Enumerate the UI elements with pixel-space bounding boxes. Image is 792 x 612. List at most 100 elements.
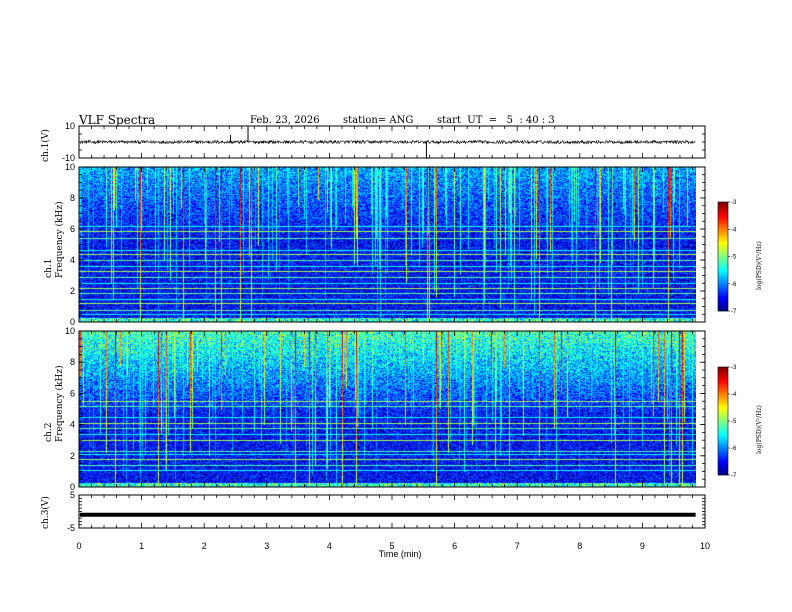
colorbar-cell [718,219,728,221]
colorbar-cell [718,306,728,308]
colorbar-cell [718,454,728,456]
date-label: Feb. 23, 2026 [250,115,320,126]
colorbar-cell [718,410,728,412]
colorbar-cell [718,232,728,234]
colorbar-ch2: -3 -4 -5 -6 -7 [717,365,737,479]
x-axis-label: Time (min) [379,549,422,559]
colorbar-cell [718,427,728,429]
x-tick-label: 8 [577,541,582,551]
colorbar-cell [718,247,728,249]
colorbar-cell [718,375,728,377]
colorbar-cell [718,204,728,206]
colorbar-cell [718,412,728,414]
colorbar-cell [718,473,728,475]
colorbar-cell [718,300,728,302]
colorbar-cell [718,418,728,420]
colorbar-cell [718,450,728,452]
colorbar-cell [718,291,728,293]
ch2-spectrogram-ytick-label: 2 [70,451,75,461]
colorbar-cell [718,280,728,282]
colorbar-cell [718,256,728,258]
colorbar-cell [718,449,728,451]
start-time-label: start UT = 5 : 40 : 3 [437,115,555,126]
colorbar-cell [718,302,728,304]
colorbar-cell [718,472,728,474]
colorbar-cell [718,374,728,376]
colorbar-cell [718,254,728,256]
colorbar-cell [718,234,728,236]
ch3-waveform-ylabel: ch.3(V) [41,496,51,529]
ch1-spectrogram-ytick-label: 6 [70,224,75,234]
colorbar-cell [718,396,728,398]
colorbar-cell [718,461,728,463]
colorbar-cell [718,224,728,226]
colorbar-cell [718,367,728,369]
colorbar-cell [718,467,728,469]
colorbar-cell [718,434,728,436]
colorbar-tick-label: -3 [731,365,737,371]
ch1-waveform-ytick-label: 10 [65,121,75,131]
colorbar-cell [718,372,728,374]
colorbar-cell [718,292,728,294]
colorbar-cell [718,453,728,455]
colorbar-cell [718,298,728,300]
colorbar-cell [718,420,728,422]
colorbar-cell [718,208,728,210]
ch1-spectrogram-ylabel: ch.1 Frequency (kHz) [44,201,65,278]
ch1-spectrogram-ytick-label: 0 [70,317,75,327]
colorbar-cell [718,384,728,386]
ch2-spectrogram-ytick-label: 10 [65,326,75,336]
colorbar-cell [718,426,728,428]
x-tick-label: 2 [202,541,207,551]
colorbar-cell [718,464,728,466]
station-label: station= ANG [343,115,414,126]
colorbar-cell [718,445,728,447]
colorbar-cell [718,281,728,283]
colorbar-cell [718,409,728,411]
colorbar-tick-label: -7 [731,473,737,479]
colorbar-ch1: -3 -4 -5 -6 -7 [717,200,737,315]
colorbar-tick-label: -6 [731,446,737,452]
colorbar-cell [718,378,728,380]
ch1-waveform-ytick-label: -10 [62,153,75,163]
colorbar-cell [718,229,728,231]
colorbar-cell [718,460,728,462]
colorbar-cell [718,451,728,453]
colorbar-cell [718,379,728,381]
colorbar-cell [718,252,728,254]
colorbar-cell [718,246,728,248]
colorbar-cell [718,217,728,219]
colorbar-cell [718,428,728,430]
colorbar-tick-label: -7 [731,309,737,315]
colorbar-cell [718,277,728,279]
colorbar-cell [718,462,728,464]
colorbar-cell [718,248,728,250]
x-tick-label: 9 [640,541,645,551]
colorbar-cell [718,227,728,229]
colorbar-cell [718,222,728,224]
colorbar-cell [718,446,728,448]
colorbar-cell [718,386,728,388]
colorbar-cell [718,308,728,310]
colorbar-cell [718,259,728,261]
colorbar-cell [718,468,728,470]
x-tick-label: 4 [327,541,332,551]
colorbar-cell [718,415,728,417]
x-tick-label: 7 [515,541,520,551]
colorbar-cell [718,474,728,476]
colorbar-tick-label: -3 [731,200,737,206]
colorbar-cell [718,223,728,225]
colorbar-cell [718,423,728,425]
colorbar-cell [718,411,728,413]
colorbar-cell [718,255,728,257]
colorbar-cell [718,244,728,246]
colorbar-cell [718,447,728,449]
colorbar-cell [718,382,728,384]
colorbar-cell [718,218,728,220]
colorbar-tick-label: -4 [731,392,737,398]
colorbar-cell [718,387,728,389]
colorbar-cell [718,400,728,402]
colorbar-cell [718,381,728,383]
colorbar-cell [718,245,728,247]
colorbar-cell [718,392,728,394]
